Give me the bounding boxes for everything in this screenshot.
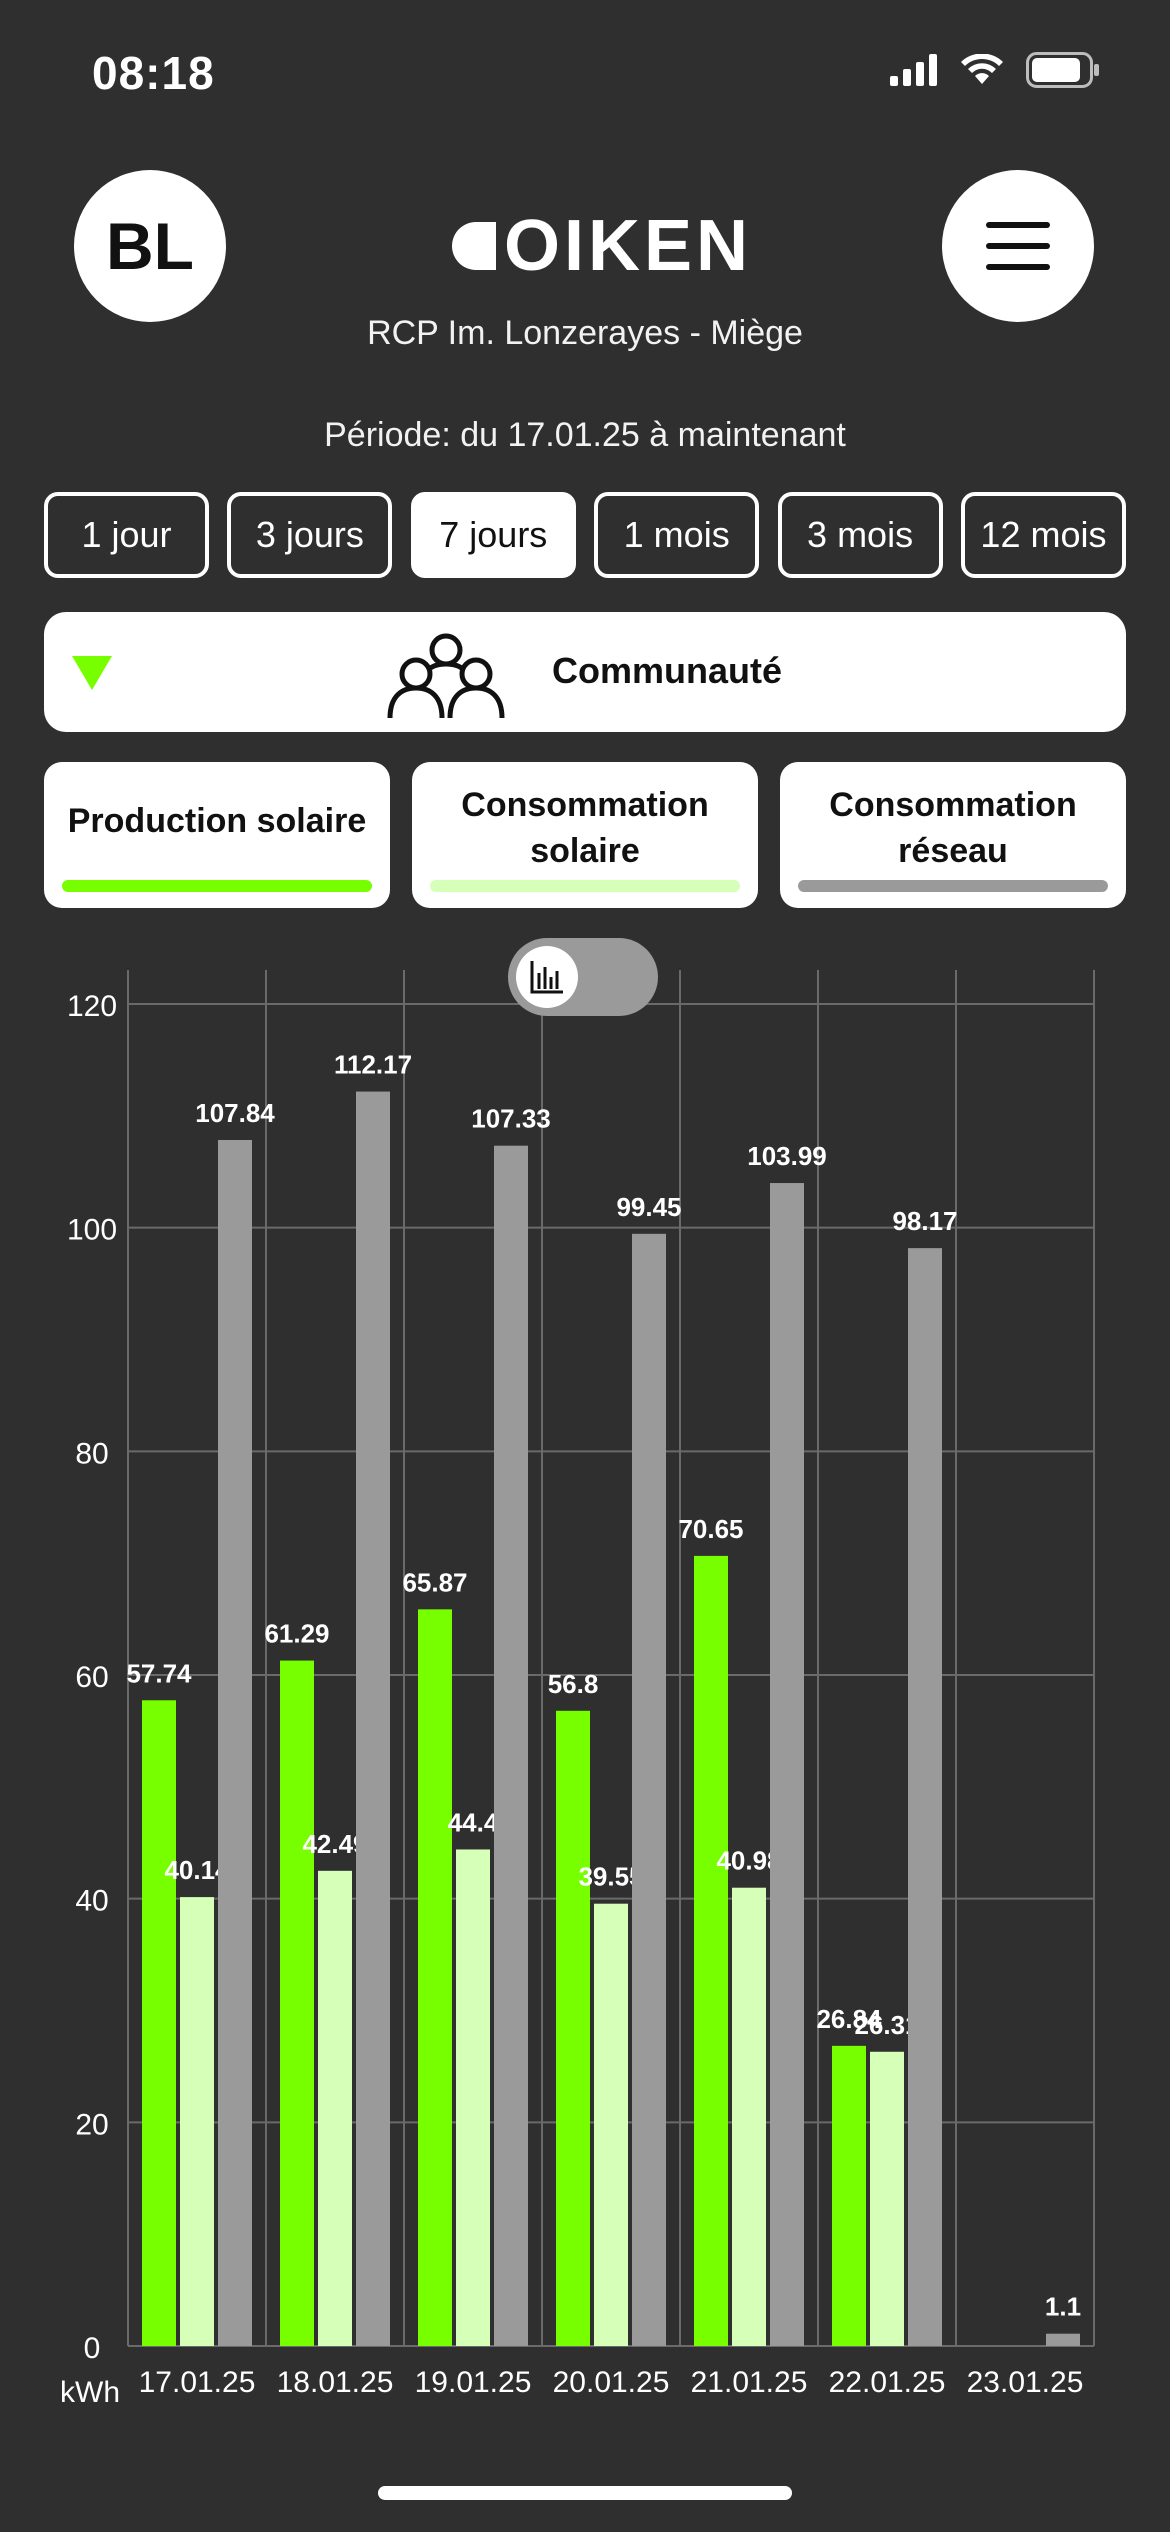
status-icons [890,52,1100,88]
bar [494,1145,528,2346]
bar [356,1091,390,2346]
status-time: 08:18 [92,47,215,99]
tab-consommation-reseau-line1: Consommation [829,786,1077,824]
bar [556,1710,590,2346]
x-tick-label: 18.01.25 [277,2366,394,2399]
dropdown-triangle-icon [72,656,112,690]
bar [1046,2333,1080,2346]
wifi-icon [961,54,1003,84]
bar [318,1870,352,2346]
bar [908,1248,942,2346]
production-indicator [62,880,372,892]
period-label: Période: du 17.01.25 à maintenant [324,416,846,454]
bar [870,2051,904,2346]
range-12-mois[interactable]: 12 mois [960,492,1126,578]
bar-value-label: 1.1 [1045,2292,1081,2322]
consommation-reseau-indicator [798,880,1108,892]
range-selector: 1 jour 3 jours 7 jours 1 mois 3 mois 12 … [44,492,1126,578]
logo-mark-icon [452,222,496,270]
bar-value-label: 98.17 [892,1206,957,1236]
range-7-jours[interactable]: 7 jours [410,492,576,578]
bar [280,1660,314,2346]
tab-consommation-solaire-line1: Consommation [461,786,709,824]
bar [218,1139,252,2346]
range-1-jour[interactable]: 1 jour [44,492,209,578]
tab-consommation-reseau-line2: réseau [898,832,1008,870]
x-tick-label: 20.01.25 [553,2366,670,2399]
tab-consommation-solaire-line2: solaire [530,832,640,870]
avatar[interactable]: BL [74,170,226,322]
y-tick-label: 120 [67,990,117,1023]
tab-consommation-solaire-label: Consommation solaire [412,782,758,874]
x-tick-label: 19.01.25 [415,2366,532,2399]
home-indicator[interactable] [378,2486,792,2500]
bar [418,1609,452,2346]
menu-button[interactable] [942,170,1094,322]
bar-value-label: 107.33 [471,1104,551,1134]
bar-value-label: 65.87 [402,1567,467,1597]
toggle-knob [516,946,578,1008]
bar [832,2045,866,2346]
battery-icon [1026,52,1099,88]
bar [632,1233,666,2346]
bar-value-label: 61.29 [264,1619,329,1649]
bar-value-label: 56.8 [548,1669,599,1699]
bar [142,1700,176,2346]
y-tick-label: 20 [75,2108,108,2141]
bar [594,1903,628,2346]
y-tick-label: 100 [67,1214,117,1247]
range-3-mois[interactable]: 3 mois [777,492,943,578]
chart-type-toggle[interactable] [508,938,658,1016]
tab-production-solaire[interactable]: Production solaire [44,762,390,908]
energy-bar-chart: 0 20 40 60 80 100 120 57.74 61.29 65.87 56.8 70.65 2… [60,970,1095,2409]
bar-value-label: 44.4 [448,1807,499,1837]
bar [456,1849,490,2346]
x-tick-label: 17.01.25 [139,2366,256,2399]
bar [694,1555,728,2346]
status-bar: 08:18 [0,0,1170,150]
location-label: RCP Im. Lonzerayes - Miège [367,314,803,352]
series-tabs: Production solaire Consommation solaire … [44,762,1126,908]
y-tick-label: 0 [84,2332,101,2365]
y-tick-label: 40 [75,1885,108,1918]
community-label: Communauté [552,650,783,691]
tab-consommation-reseau[interactable]: Consommation réseau [780,762,1126,908]
bar-value-label: 57.74 [126,1658,192,1688]
consommation-solaire-indicator [430,880,740,892]
tab-consommation-reseau-label: Consommation réseau [780,782,1126,874]
bar-chart-icon [530,961,563,994]
tab-production-solaire-label: Production solaire [67,802,367,840]
bar-value-label: 70.65 [678,1514,743,1544]
x-tick-label: 21.01.25 [691,2366,808,2399]
x-tick-label: 22.01.25 [829,2366,946,2399]
logo-text: OIKEN [504,206,753,286]
bar-value-label: 103.99 [747,1141,827,1171]
bar [180,1897,214,2346]
x-tick-label: 23.01.25 [967,2366,1084,2399]
bar-value-label: 107.84 [195,1098,275,1128]
bar-value-label: 112.17 [334,1050,412,1080]
range-3-jours[interactable]: 3 jours [227,492,393,578]
bar-value-label: 99.45 [616,1192,681,1222]
oiken-logo: OIKEN [448,210,752,282]
bar-value-label: 26.84 [816,2004,882,2034]
community-icon [387,633,505,719]
signal-icon [890,54,937,86]
community-dropdown[interactable]: Communauté [44,612,1126,732]
tab-consommation-solaire[interactable]: Consommation solaire [412,762,758,908]
y-axis-unit-label: kWh [60,2376,120,2409]
range-1-mois[interactable]: 1 mois [594,492,760,578]
y-tick-label: 80 [75,1437,108,1470]
bar [732,1887,766,2346]
bar [770,1183,804,2346]
y-tick-label: 60 [75,1661,108,1694]
hamburger-icon [986,222,1050,270]
